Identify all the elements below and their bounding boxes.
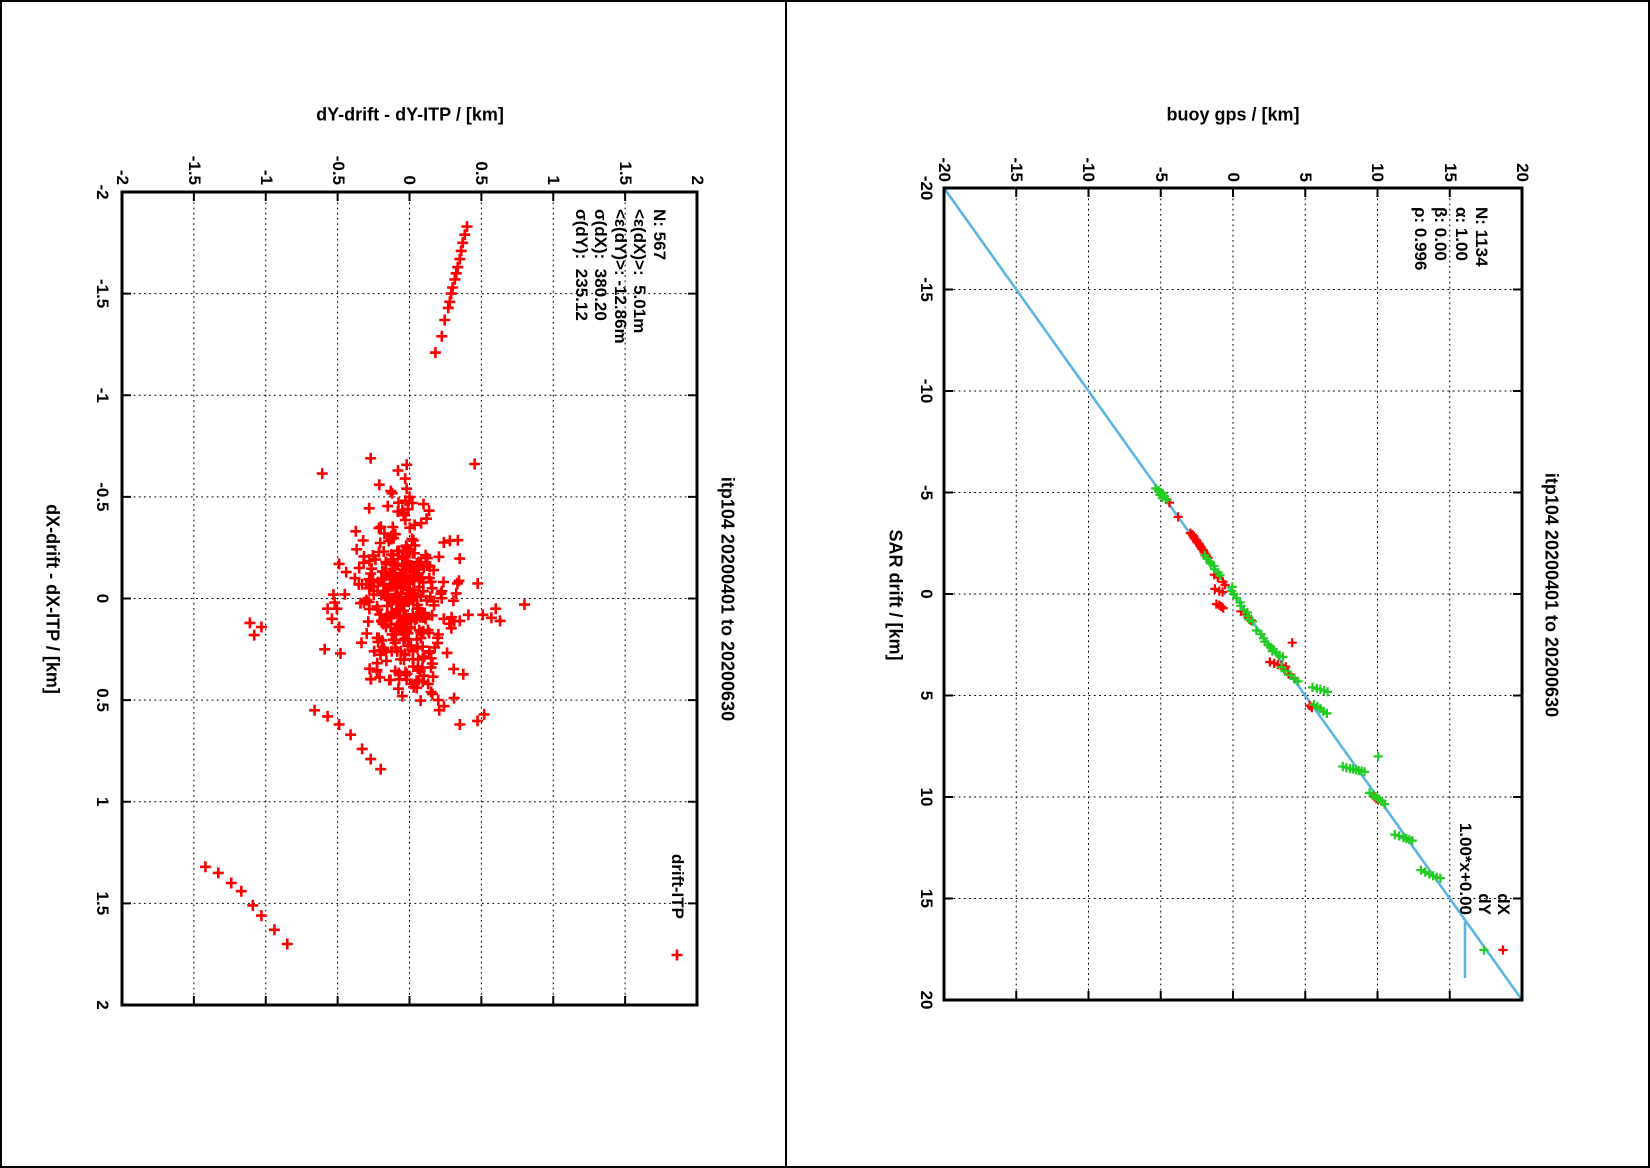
plot-frame bbox=[120, 190, 699, 1007]
stats-block: N: 1134 α: 1.00 β: 0.00 ρ: 0.996 bbox=[1409, 207, 1492, 271]
y-tick-label: 1 bbox=[544, 175, 564, 185]
x-axis-label: SAR drift / [km] bbox=[885, 529, 906, 661]
scatter-series-drift-ITP bbox=[199, 221, 530, 950]
x-tick-label: -1.5 bbox=[93, 278, 112, 309]
plot-title: itp104 20200401 to 20200630 bbox=[717, 476, 738, 722]
x-tick-label: 0 bbox=[93, 593, 112, 604]
legend-label: dX bbox=[1494, 893, 1513, 915]
x-axis-label: dX-drift - dX-ITP / [km] bbox=[42, 504, 63, 694]
y-tick-label: 1.5 bbox=[616, 161, 636, 185]
stats-line: ρ: 0.996 bbox=[1410, 207, 1430, 271]
legend-label: drift-ITP bbox=[668, 853, 687, 919]
y-tick-label: -2 bbox=[113, 169, 132, 185]
x-tick-label: -1 bbox=[93, 387, 112, 403]
left-plot-panel: itp104 20200401 to 20200630 dX-drift - dX… bbox=[2, 2, 785, 1166]
y-tick-label: 2 bbox=[688, 175, 707, 185]
x-tick-label: 5 bbox=[917, 690, 936, 701]
stats-block: N: 567 <ε(dX)>: 5.01m <ε(dY)>: -12.86m σ(dX… bbox=[571, 209, 669, 344]
x-tick-label: 1 bbox=[93, 797, 112, 807]
stats-line: <ε(dX)>: 5.01m bbox=[630, 209, 650, 334]
panel-divider-line bbox=[785, 2, 787, 1166]
x-tick-label: -2 bbox=[93, 184, 112, 200]
x-tick-label: -0.5 bbox=[93, 482, 112, 512]
y-tick-label: -5 bbox=[1151, 166, 1171, 182]
x-tick-label: -10 bbox=[917, 378, 936, 404]
stats-line: α: 1.00 bbox=[1451, 207, 1471, 261]
legend-label: 1.00*x+0.00 bbox=[1456, 822, 1475, 915]
y-tick-label: 0 bbox=[400, 175, 420, 185]
x-tick-label: 10 bbox=[917, 787, 936, 807]
x-tick-label: -15 bbox=[917, 277, 936, 302]
x-tick-label: 20 bbox=[917, 990, 936, 1010]
y-tick-label: -10 bbox=[1079, 157, 1099, 182]
y-tick-label: 15 bbox=[1440, 163, 1460, 182]
left-plot-rotated-surface: itp104 20200401 to 20200630 dX-drift - dX… bbox=[2, 2, 785, 1166]
y-tick-label: -20 bbox=[935, 157, 954, 182]
x-tick-label: 1.5 bbox=[93, 891, 112, 916]
plot-canvas bbox=[120, 190, 699, 1007]
x-tick-label: 15 bbox=[917, 889, 936, 908]
y-tick-label: -1.5 bbox=[184, 155, 204, 185]
x-tick-label: 2 bbox=[93, 1000, 112, 1010]
right-plot-panel: itp104 20200401 to 20200630 SAR drift / [… bbox=[787, 2, 1648, 1166]
right-plot-rotated-surface: itp104 20200401 to 20200630 SAR drift / [… bbox=[787, 2, 1648, 1166]
legend-label: dY bbox=[1475, 893, 1494, 915]
y-tick-label: -15 bbox=[1007, 157, 1027, 182]
plot-canvas bbox=[942, 186, 1524, 1002]
y-tick-label: 20 bbox=[1513, 163, 1532, 182]
y-tick-label: 10 bbox=[1368, 163, 1388, 182]
x-tick-label: 0 bbox=[917, 589, 936, 599]
legend-sample-plus bbox=[1498, 945, 1508, 955]
stats-line: N: 567 bbox=[649, 209, 669, 261]
x-tick-label: 0.5 bbox=[93, 688, 112, 712]
stats-line: N: 1134 bbox=[1472, 207, 1492, 267]
x-tick-label: -5 bbox=[917, 484, 936, 501]
y-tick-label: -0.5 bbox=[328, 155, 348, 185]
scatter-series-dY bbox=[1151, 483, 1445, 883]
legend-sample-plus bbox=[1479, 945, 1489, 955]
y-tick-label: 0.5 bbox=[472, 161, 492, 185]
plot-frame bbox=[942, 186, 1524, 1002]
y-tick-label: 5 bbox=[1296, 172, 1316, 182]
stats-line: σ(dY): 235.12 bbox=[571, 209, 591, 321]
stats-line: <ε(dY)>: -12.86m bbox=[610, 209, 630, 344]
legend-sample-plus bbox=[671, 949, 683, 961]
y-tick-label: -1 bbox=[256, 169, 276, 185]
stats-line: σ(dX): 380.20 bbox=[591, 209, 611, 321]
y-tick-label: 0 bbox=[1224, 172, 1243, 182]
plot-title: itp104 20200401 to 20200630 bbox=[1541, 472, 1562, 718]
stats-line: β: 0.00 bbox=[1431, 207, 1451, 261]
